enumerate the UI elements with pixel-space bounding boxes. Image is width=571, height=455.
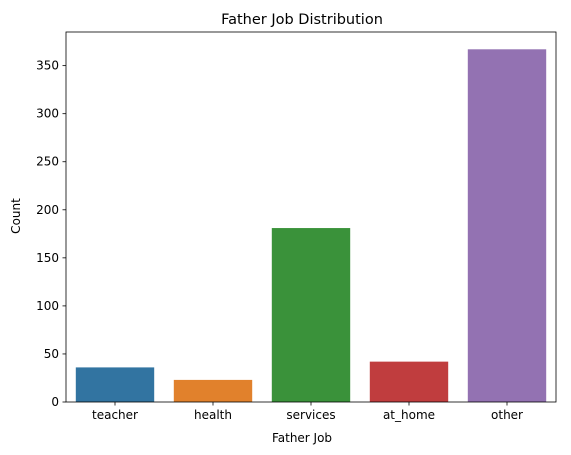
bars-group: [75, 49, 547, 402]
y-tick-label: 250: [36, 155, 59, 169]
x-axis-title: Father Job: [272, 431, 332, 445]
y-tick-label: 50: [44, 347, 59, 361]
y-tick-label: 200: [36, 203, 59, 217]
y-tick-label: 300: [36, 107, 59, 121]
x-tick-label: health: [194, 408, 232, 422]
y-tick-label: 150: [36, 251, 59, 265]
bar-health: [173, 379, 253, 402]
x-axis: teacher health services at_home other: [92, 402, 523, 422]
bar-other: [467, 49, 547, 402]
y-tick-label: 0: [51, 395, 59, 409]
plot-frame: [65, 31, 557, 403]
y-axis-title: Count: [9, 198, 23, 234]
y-tick-label: 350: [36, 59, 59, 73]
chart-title: Father Job Distribution: [221, 12, 383, 28]
x-tick-label: services: [286, 408, 335, 422]
bar-teacher: [75, 367, 155, 402]
y-axis: 0 50 100 150 200 250 300 350: [36, 59, 66, 409]
x-tick-label: teacher: [92, 408, 138, 422]
x-tick-label: at_home: [383, 408, 435, 422]
bar-at-home: [369, 361, 449, 402]
bar-services: [271, 228, 351, 402]
y-tick-label: 100: [36, 299, 59, 313]
x-tick-label: other: [491, 408, 523, 422]
